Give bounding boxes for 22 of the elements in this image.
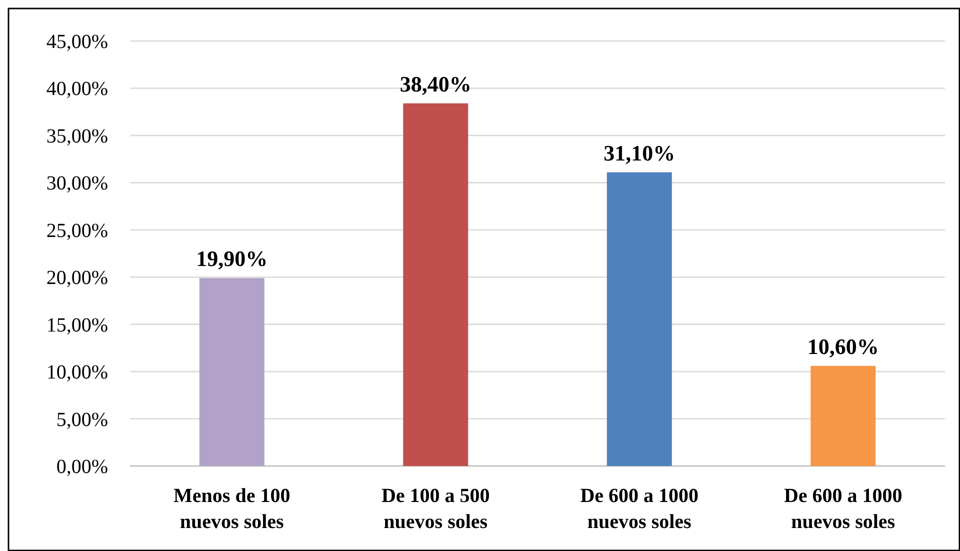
data-label: 19,90% bbox=[196, 246, 268, 272]
data-label: 38,40% bbox=[400, 71, 472, 96]
bar bbox=[606, 172, 672, 466]
x-tick-label: De 100 a 500 nuevos soles bbox=[381, 485, 490, 533]
y-tick-label: 25,00% bbox=[46, 220, 108, 242]
x-tick-label: De 600 a 1000 nuevos soles bbox=[784, 485, 902, 533]
bar bbox=[810, 366, 876, 466]
y-tick-label: 30,00% bbox=[46, 172, 108, 195]
bar bbox=[199, 278, 264, 466]
x-tick-label: Menos de 100 nuevos soles bbox=[174, 485, 290, 533]
x-tick-label: De 600 a 1000 nuevos soles bbox=[580, 485, 699, 533]
y-tick-label: 10,00% bbox=[46, 362, 108, 384]
y-tick-label: 45,00% bbox=[46, 31, 108, 53]
y-tick-label: 15,00% bbox=[46, 314, 108, 336]
y-tick-label: 5,00% bbox=[56, 408, 108, 431]
y-tick-label: 40,00% bbox=[46, 78, 108, 100]
y-tick-label: 35,00% bbox=[46, 125, 108, 148]
data-label: 31,10% bbox=[604, 140, 676, 166]
bar bbox=[403, 103, 468, 466]
y-tick-label: 0,00% bbox=[56, 456, 108, 478]
y-tick-label: 20,00% bbox=[46, 267, 108, 290]
data-label: 10,60% bbox=[807, 334, 879, 359]
